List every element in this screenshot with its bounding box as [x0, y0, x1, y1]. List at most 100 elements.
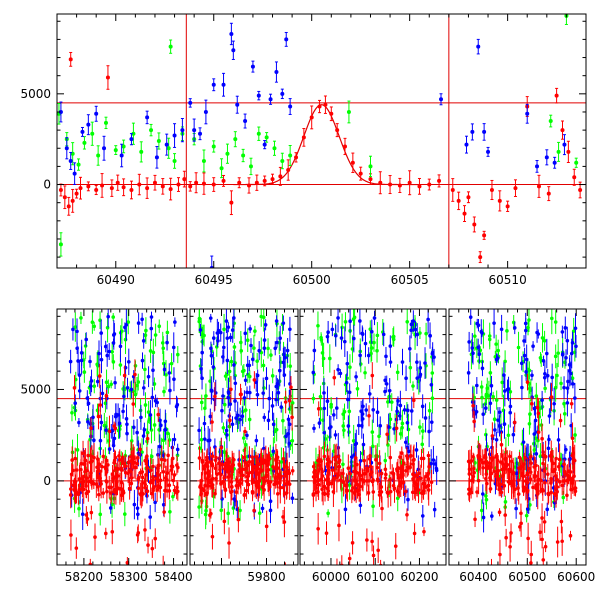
bottom-point [542, 520, 547, 524]
bottom-point [210, 420, 214, 424]
bottom-point [131, 402, 136, 406]
bottom-point [484, 497, 489, 502]
bottom-point [492, 321, 496, 325]
bottom-point [542, 453, 547, 458]
bottom-point [380, 506, 384, 511]
top-point [486, 149, 491, 154]
bottom-point [549, 476, 553, 481]
top-point [288, 153, 293, 158]
bottom-point [316, 323, 320, 328]
bottom-point [391, 483, 396, 488]
bottom-point [419, 476, 423, 481]
bottom-point [99, 420, 104, 425]
bottom-point [502, 467, 507, 471]
bottom-point [69, 487, 73, 491]
bottom-point [396, 476, 401, 480]
bottom-point [412, 457, 416, 462]
bottom-point [126, 320, 131, 324]
bottom-point [68, 359, 73, 364]
bottom-point [113, 380, 117, 385]
bottom-point [358, 319, 362, 323]
bottom-point [116, 413, 120, 417]
bottom-point [83, 344, 88, 348]
bottom-point [171, 478, 176, 483]
bottom-point [210, 534, 215, 539]
bottom-point [133, 372, 137, 377]
top-point [243, 119, 248, 124]
bottom-point [92, 438, 96, 443]
top-point [280, 158, 285, 163]
bottom-point [210, 484, 214, 488]
bottom-point [471, 454, 475, 459]
bottom-point [153, 536, 158, 541]
top-point [254, 180, 259, 185]
bottom-point [162, 510, 166, 514]
bottom-point [243, 331, 248, 336]
bottom-point [209, 346, 213, 351]
bottom-point [429, 420, 434, 424]
bottom-point [359, 409, 363, 414]
bottom-point [197, 316, 202, 321]
bottom-point [208, 316, 213, 320]
top-point [439, 97, 444, 102]
bottom-point [232, 458, 236, 462]
bottom-point [530, 373, 534, 378]
bottom-point [366, 353, 371, 358]
bottom-point [95, 379, 100, 384]
bottom-point [400, 360, 405, 364]
bottom-point [246, 482, 251, 487]
bottom-point [521, 440, 526, 444]
bottom-point [351, 438, 356, 443]
bottom-point [101, 491, 106, 495]
bottom-point [126, 460, 131, 465]
bottom-point [411, 384, 415, 388]
bottom-point [420, 404, 425, 409]
top-point [58, 242, 63, 247]
bottom-point [290, 438, 295, 443]
bottom-point [542, 375, 547, 380]
bottom-point [367, 392, 372, 396]
bottom-point [573, 489, 578, 494]
bottom-point [245, 363, 250, 368]
bottom-point [143, 482, 148, 487]
bottom-point [484, 494, 488, 498]
bottom-point [553, 320, 558, 324]
bottom-point [424, 331, 428, 336]
bottom-point [361, 404, 365, 409]
top-point [437, 178, 442, 183]
bottom-point [345, 361, 350, 366]
bottom-point [197, 456, 202, 460]
bottom-point [322, 391, 326, 395]
bottom-point [426, 317, 430, 322]
bottom-point [290, 468, 295, 473]
bottom-point [511, 483, 516, 488]
bottom-point [149, 326, 154, 331]
bottom-point [135, 456, 140, 460]
bottom-point [245, 338, 250, 343]
bottom-point [247, 460, 252, 464]
bottom-point [371, 504, 375, 509]
bottom-point [343, 319, 348, 324]
bottom-point [490, 434, 495, 438]
bottom-point [89, 510, 94, 515]
bottom-point [70, 411, 74, 415]
bottom-point [118, 486, 122, 491]
bottom-point [367, 413, 371, 418]
bottom-point [228, 335, 233, 340]
bottom-point [525, 380, 530, 384]
bottom-point [219, 508, 224, 513]
bottom-point [525, 490, 530, 494]
bottom-point [217, 456, 222, 461]
bottom-point [153, 500, 157, 505]
bottom-point [133, 392, 138, 397]
bottom-point [420, 442, 425, 447]
bottom-point [499, 442, 504, 447]
bottom-point [371, 444, 375, 449]
bottom-point [275, 455, 280, 460]
bottom-point [507, 467, 512, 472]
bottom-point [543, 544, 548, 549]
top-point [168, 44, 173, 49]
top-point [256, 93, 261, 98]
bottom-point [121, 409, 125, 414]
